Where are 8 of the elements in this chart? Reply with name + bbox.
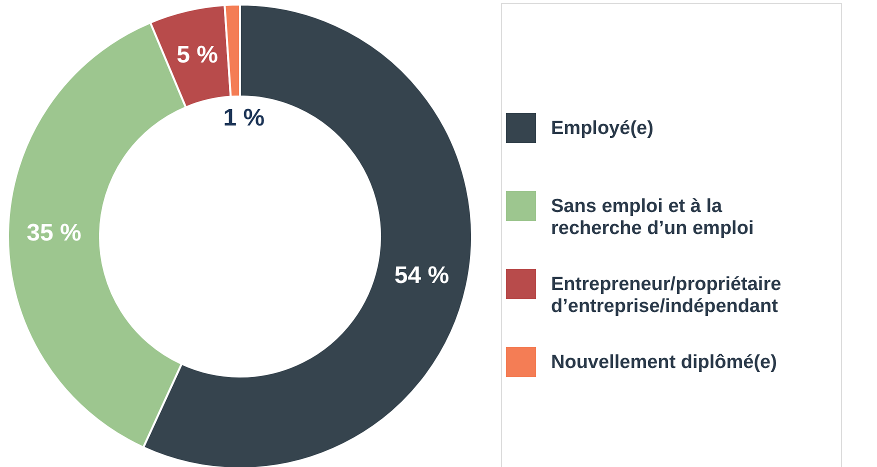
data-label: 54 % xyxy=(394,262,450,290)
data-label: 1 % xyxy=(223,104,265,132)
legend-label: Employé(e) xyxy=(551,118,654,139)
legend-label: Nouvellement diplômé(e) xyxy=(551,352,777,373)
data-label: 5 % xyxy=(176,41,218,68)
legend-label: Sans emploi et à la recherche d’un emploi xyxy=(551,196,754,239)
legend-label: Entrepreneur/propriétaire d’entreprise/indépendant xyxy=(551,274,782,317)
data-label: 35 % xyxy=(26,219,82,246)
